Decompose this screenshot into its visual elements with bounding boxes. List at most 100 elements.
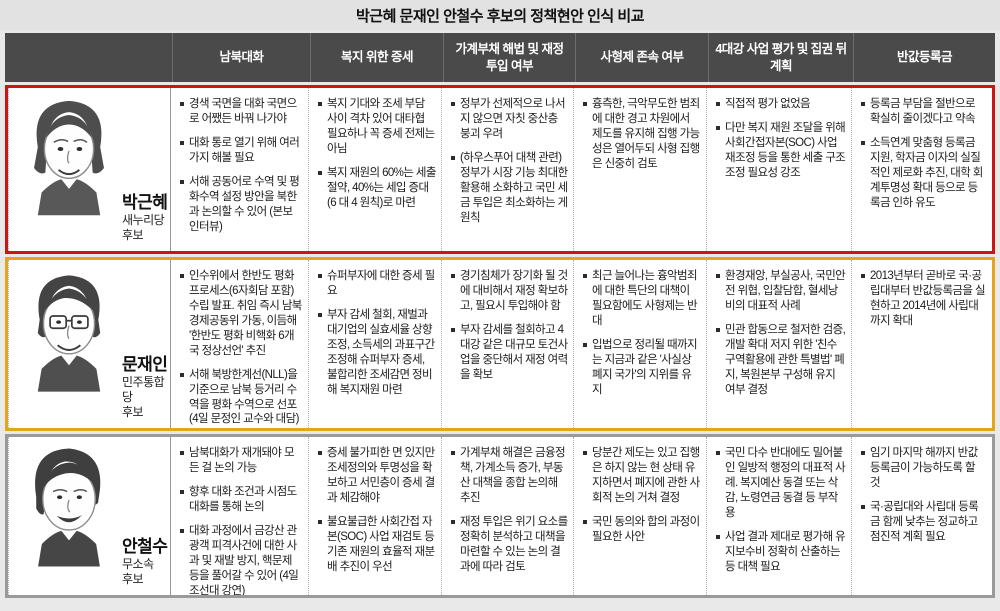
policy-cells: 문재인 민주통합당 후보 인수위에서 한반도 평화 프로세스(6자회담 포함) … <box>8 260 992 428</box>
policy-bullet: 국민 다수 반대에도 밀어붙인 일방적 행정의 대표적 사례. 복지예산 동결 … <box>716 446 846 521</box>
table-header-row: 남북대화 복지 위한 증세 가계부채 해법 및 재정 투입 여부 사형제 존속 여부 4… <box>5 33 995 82</box>
policy-bullet: 흉측한, 극악무도한 범죄에 대한 경고 차원에서 제도를 유지해 집행 가능성… <box>583 97 701 172</box>
bullet-square-icon <box>318 170 322 175</box>
bullet-square-icon <box>180 179 184 184</box>
policy-bullet-text: 흉측한, 극악무도한 범죄에 대한 경고 차원에서 제도를 유지해 집행 가능성… <box>592 98 700 170</box>
policy-bullet: 2013년부터 곧바로 국·공립대부터 반값등록금을 실현하고 2014년에 사… <box>861 269 987 329</box>
policy-bullet-text: 서해 북방한계선(NLL)을 기준으로 남북 등거리 수역을 평화 수역으로 선… <box>189 368 299 426</box>
candidate-cell-park: 박근혜 새누리당 후보 <box>8 88 170 251</box>
candidate-name-block: 안철수 무소속 후보 <box>122 536 168 587</box>
policy-bullet-text: 경색 국면을 대화 국면으로 어쨌든 바꿔 나가야 <box>189 98 297 125</box>
candidate-name: 안철수 <box>122 536 168 556</box>
policy-bullet-text: 복지 재원의 60%는 세출 절약, 40%는 세입 증대(6 대 4 원칙)로… <box>327 166 436 209</box>
policy-bullet-text: 가계부채 해결은 금융정책, 가계소득 증가, 부동산 대책을 종합 논의해 추… <box>460 447 566 504</box>
policy-bullet-text: 소득연계 맞춤형 등록금 지원, 학자금 이자의 실질적인 제로화 추진, 대학… <box>870 136 983 209</box>
policy-bullet: 국민 동의와 합의 과정이 필요한 사안 <box>583 515 701 545</box>
policy-bullet-text: 직접적 평가 없었음 <box>725 98 811 110</box>
policy-bullet: 인수위에서 한반도 평화 프로세스(6자회담 포함) 수립 발표. 취임 즉시 … <box>180 269 303 359</box>
policy-bullet-text: 대화 통로 열기 위해 여러 가지 해볼 필요 <box>189 136 300 164</box>
column-header: 사형제 존속 여부 <box>575 33 708 82</box>
bullet-square-icon <box>180 528 184 533</box>
bullet-square-icon <box>861 102 865 106</box>
policy-bullet: 부자 감세 철회, 재벌과 대기업의 실효세율 상향 조정, 소득세의 과표구간… <box>318 308 436 398</box>
policy-cell: 복지 기대와 조세 부담 사이 격차 있어 대타협 필요하나 꼭 증세 전제는 … <box>308 88 441 251</box>
policy-bullet-text: 등록금 부담을 절반으로 확실히 줄이겠다고 약속 <box>870 98 976 125</box>
column-header: 4대강 사업 평가 및 집권 뒤 계획 <box>708 33 853 82</box>
bullet-square-icon <box>318 451 322 455</box>
policy-bullet: 경색 국면을 대화 국면으로 어쨌든 바꿔 나가야 <box>180 97 303 127</box>
policy-bullet-text: 남북대화가 재개돼야 모든 걸 논의 가능 <box>189 447 295 474</box>
policy-bullet-text: 사업 결과 제대로 평가해 유지보수비 정확히 산출하는 등 대책 필요 <box>725 530 846 573</box>
bullet-square-icon <box>583 519 587 524</box>
bullet-square-icon <box>583 274 587 278</box>
policy-bullet-text: 복지 기대와 조세 부담 사이 격차 있어 대타협 필요하나 꼭 증세 전제는 … <box>327 98 435 155</box>
policy-bullet: 서해 북방한계선(NLL)을 기준으로 남북 등거리 수역을 평화 수역으로 선… <box>180 368 303 428</box>
policy-bullet: 민관 합동으로 철저한 검증, 개발 확대 저지 위한 '친수구역활용에 관한 … <box>716 323 846 398</box>
candidate-party: 민주통합당 <box>122 375 165 404</box>
column-header: 가계부채 해법 및 재정 투입 여부 <box>443 33 575 82</box>
park-caricature-image <box>34 100 104 216</box>
bullet-square-icon <box>451 327 455 332</box>
candidate-cell-moon: 문재인 민주통합당 후보 <box>8 260 170 428</box>
moon-caricature-image <box>37 275 101 392</box>
policy-bullet: 다만 복지 재원 조달을 위해 사회간접자본(SOC) 사업 재조정 등을 통한… <box>716 121 846 181</box>
policy-cell: 2013년부터 곧바로 국·공립대부터 반값등록금을 실현하고 2014년에 사… <box>851 260 992 428</box>
policy-bullet-text: (하우스푸어 대책 관련) 정부가 시장 기능 최대한 활용해 소화하고 국민 … <box>460 151 568 224</box>
bullet-square-icon <box>451 155 455 160</box>
bullet-square-icon <box>716 125 720 130</box>
policy-bullet: 당분간 제도는 있고 집행은 하지 않는 현 상태 유지하면서 폐지에 관한 사… <box>583 446 701 506</box>
candidate-role: 후보 <box>122 228 144 242</box>
policy-bullet-text: 정부가 선제적으로 나서지 않으면 자칫 중산층 붕괴 우려 <box>460 98 566 140</box>
policy-bullet: 가계부채 해결은 금융정책, 가계소득 증가, 부동산 대책을 종합 논의해 추… <box>451 446 568 506</box>
page-title: 박근혜 문재인 안철수 후보의 정책현안 인식 비교 <box>355 7 645 25</box>
policy-bullet-text: 환경재앙, 부실공사, 국민안전 위협, 입찰담합, 혈세낭비의 대표적 사례 <box>725 270 846 312</box>
policy-bullet: 향후 대화 조건과 시점도 대화를 통해 논의 <box>180 485 303 515</box>
candidate-party: 새누리당 <box>122 213 165 227</box>
policy-bullet-text: 대화 과정에서 금강산 관광객 피격사건에 대한 사과 및 재발 방지, 핵문제… <box>189 524 299 595</box>
policy-bullet-text: 다만 복지 재원 조달을 위해 사회간접자본(SOC) 사업 재조정 등을 통한… <box>725 121 846 179</box>
candidate-role: 후보 <box>122 572 144 586</box>
policy-bullet: (하우스푸어 대책 관련) 정부가 시장 기능 최대한 활용해 소화하고 국민 … <box>451 151 568 226</box>
policy-bullet: 소득연계 맞춤형 등록금 지원, 학자금 이자의 실질적인 제로화 추진, 대학… <box>861 136 987 211</box>
column-header: 반값등록금 <box>853 33 995 82</box>
bullet-square-icon <box>180 489 184 494</box>
policy-bullet-text: 국민 다수 반대에도 밀어붙인 일방적 행정의 대표적 사례. 복지예산 동결 … <box>725 447 846 519</box>
policy-bullet-text: 최근 늘어나는 흉악범죄에 대한 특단의 대책이 필요함에도 사형제는 반대 <box>592 270 698 327</box>
column-header: 복지 위한 증세 <box>310 33 443 82</box>
policy-cell: 흉측한, 극악무도한 범죄에 대한 경고 차원에서 제도를 유지해 집행 가능성… <box>573 88 706 251</box>
policy-cell: 임기 마지막 해까지 반값등록금이 가능하도록 할 것 국·공립대와 사립대 등록… <box>851 437 992 595</box>
policy-bullet: 부자 감세를 철회하고 4대강 같은 대규모 토건사업을 중단해서 재정 여력을… <box>451 323 568 383</box>
policy-bullet-text: 서해 공동어로 수역 및 평화수역 설정 방안을 북한과 논의할 수 있어 (본… <box>189 175 300 233</box>
bullet-square-icon <box>180 451 184 455</box>
bullet-square-icon <box>716 274 720 278</box>
policy-bullet-text: 재정 투입은 위기 요소를 정확히 분석하고 대책을 마련할 수 있는 논의 결… <box>460 515 568 573</box>
policy-bullet: 슈퍼부자에 대한 증세 필요 <box>318 269 436 299</box>
bullet-square-icon <box>716 451 720 455</box>
bullet-square-icon <box>451 102 455 106</box>
policy-bullet: 직접적 평가 없었음 <box>716 97 846 112</box>
policy-bullet: 대화 과정에서 금강산 관광객 피격사건에 대한 사과 및 재발 방지, 핵문제… <box>180 524 303 595</box>
policy-cell: 증세 불가피한 면 있지만 조세정의와 투명성을 확보하고 서민층이 증세 결과… <box>308 437 441 595</box>
policy-bullet-text: 슈퍼부자에 대한 증세 필요 <box>327 270 435 297</box>
policy-bullet: 경기침체가 장기화 될 것에 대비해서 재정 확보하고, 필요시 투입해야 함 <box>451 269 568 314</box>
policy-bullet-text: 부자 감세를 철회하고 4대강 같은 대규모 토건사업을 중단해서 재정 여력을… <box>460 323 568 381</box>
bullet-square-icon <box>451 274 455 278</box>
infographic-title-bar: 박근혜 문재인 안철수 후보의 정책현안 인식 비교 <box>0 0 1000 30</box>
policy-cell: 국민 다수 반대에도 밀어붙인 일방적 행정의 대표적 사례. 복지예산 동결 … <box>706 437 851 595</box>
policy-bullet-text: 경기침체가 장기화 될 것에 대비해서 재정 확보하고, 필요시 투입해야 함 <box>460 270 568 312</box>
policy-bullet: 등록금 부담을 절반으로 확실히 줄이겠다고 약속 <box>861 97 987 127</box>
policy-bullet: 재정 투입은 위기 요소를 정확히 분석하고 대책을 마련할 수 있는 논의 결… <box>451 515 568 575</box>
candidate-row-moon: 문재인 민주통합당 후보 인수위에서 한반도 평화 프로세스(6자회담 포함) … <box>5 257 995 431</box>
bullet-square-icon <box>180 372 184 377</box>
column-header: 남북대화 <box>172 33 310 82</box>
bullet-square-icon <box>861 504 865 509</box>
bullet-square-icon <box>716 534 720 539</box>
bullet-square-icon <box>180 102 184 106</box>
bullet-square-icon <box>861 451 865 455</box>
candidate-role: 후보 <box>122 405 144 419</box>
policy-bullet-text: 2013년부터 곧바로 국·공립대부터 반값등록금을 실현하고 2014년에 사… <box>870 270 986 327</box>
